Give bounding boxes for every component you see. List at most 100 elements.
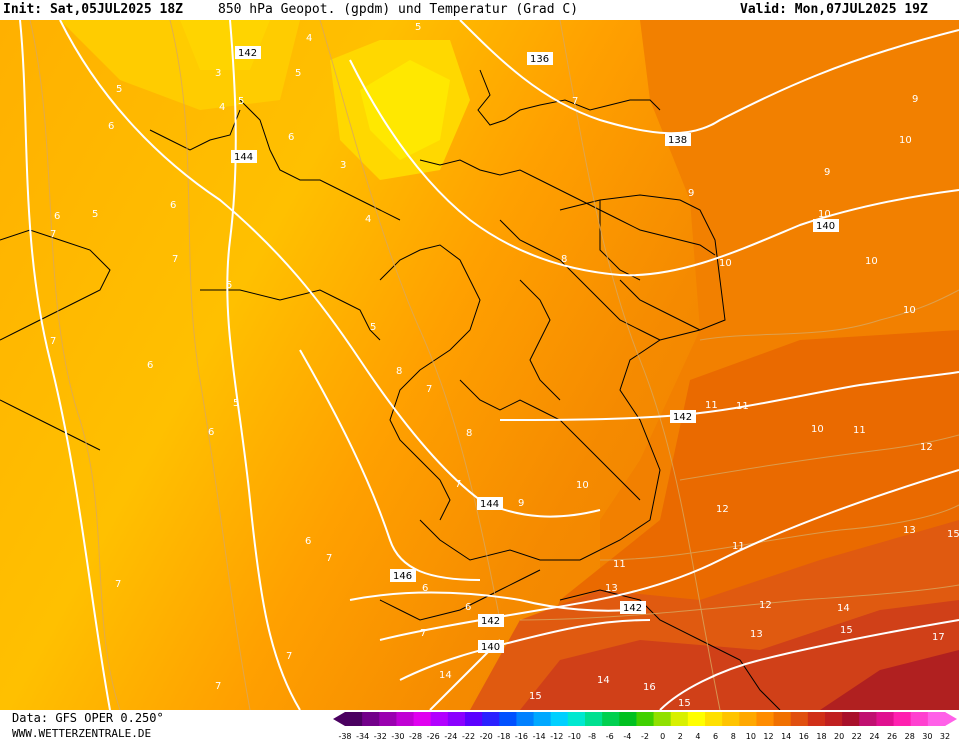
colorbar-tick-label: -24 <box>444 732 457 741</box>
temp-label: 5 <box>295 68 301 79</box>
svg-text:138: 138 <box>668 135 687 146</box>
colorbar-swatch <box>739 712 757 726</box>
colorbar-arrow-left <box>333 712 345 726</box>
temp-label: 9 <box>824 167 830 178</box>
website-credit: WWW.WETTERZENTRALE.DE <box>12 727 152 740</box>
colorbar-swatch <box>859 712 877 726</box>
colorbar-swatch <box>602 712 620 726</box>
temp-label: 10 <box>865 256 878 267</box>
colorbar-swatch <box>533 712 552 726</box>
temp-label: 5 <box>238 96 244 107</box>
chart-title: 850 hPa Geopot. (gpdm) und Temperatur (G… <box>218 2 579 17</box>
temp-label: 6 <box>170 200 176 211</box>
temp-label: 5 <box>415 22 421 33</box>
temp-label: 9 <box>912 94 918 105</box>
temp-label: 15 <box>529 691 542 702</box>
svg-text:142: 142 <box>623 603 642 614</box>
colorbar-tick-label: 10 <box>746 732 756 741</box>
temp-label: 7 <box>50 229 56 240</box>
colorbar-tick-label: -28 <box>409 732 422 741</box>
colorbar-tick-label: -18 <box>497 732 510 741</box>
colorbar-tick-label: -14 <box>533 732 546 741</box>
temp-label: 17 <box>932 632 945 643</box>
colorbar-tick-label: 12 <box>763 732 773 741</box>
temp-label: 6 <box>147 360 153 371</box>
colorbar-tick-label: 28 <box>905 732 915 741</box>
temp-label: 7 <box>172 254 178 265</box>
svg-text:144: 144 <box>480 499 499 510</box>
temp-label: 7 <box>455 479 461 490</box>
temp-label: 8 <box>466 428 472 439</box>
temp-label: 8 <box>396 366 402 377</box>
colorbar-swatch <box>379 712 397 726</box>
colorbar-tick-label: 8 <box>731 732 736 741</box>
colorbar-swatch <box>705 712 723 726</box>
temp-label: 5 <box>233 398 239 409</box>
temp-label: 7 <box>326 553 332 564</box>
temperature-isolines <box>29 20 959 710</box>
temp-label: 6 <box>208 427 214 438</box>
colorbar-tick-label: -26 <box>427 732 440 741</box>
svg-text:136: 136 <box>530 54 549 65</box>
geopot-label: 144 <box>477 497 503 510</box>
temp-label: 6 <box>108 121 114 132</box>
geopot-label: 140 <box>478 640 504 653</box>
svg-text:146: 146 <box>393 571 412 582</box>
colorbar-tick-label: -20 <box>480 732 493 741</box>
geopot-label: 136 <box>527 52 553 65</box>
temp-label: 11 <box>736 401 749 412</box>
geopotential-labels: 142 144 136 138 140 142 144 146 142 142 … <box>231 46 839 653</box>
colorbar-tick-label: 0 <box>660 732 665 741</box>
colorbar-swatch <box>807 712 826 726</box>
colorbar-swatch <box>773 712 792 726</box>
colorbar-swatch <box>790 712 809 726</box>
temp-label: 13 <box>903 525 916 536</box>
colorbar-tick-label: 18 <box>816 732 826 741</box>
colorbar-swatch <box>447 712 466 726</box>
temp-label: 15 <box>840 625 853 636</box>
colorbar-tick-label: -12 <box>550 732 563 741</box>
colorbar-swatch <box>670 712 689 726</box>
colorbar-swatch <box>687 712 706 726</box>
svg-text:140: 140 <box>481 642 500 653</box>
colorbar-arrow-right <box>945 712 957 726</box>
colorbar-swatch <box>756 712 775 726</box>
colorbar-swatch <box>636 712 655 726</box>
temp-label: 7 <box>572 96 578 107</box>
colorbar-tick-label: -22 <box>462 732 475 741</box>
colorbar-tick-label: 2 <box>678 732 683 741</box>
temp-label: 12 <box>920 442 933 453</box>
colorbar-swatch <box>567 712 586 726</box>
temp-label: 10 <box>903 305 916 316</box>
geopot-label: 138 <box>665 133 691 146</box>
temp-label: 7 <box>426 384 432 395</box>
colorbar-tick-label: -30 <box>391 732 404 741</box>
temp-label: 10 <box>576 480 589 491</box>
colorbar-swatch <box>345 712 363 726</box>
colorbar-tick-label: 4 <box>695 732 700 741</box>
colorbar-tick-label: 6 <box>713 732 718 741</box>
temp-label: 9 <box>688 188 694 199</box>
temp-label: 7 <box>115 579 121 590</box>
colorbar-swatch <box>722 712 740 726</box>
temp-label: 10 <box>899 135 912 146</box>
temp-label: 6 <box>422 583 428 594</box>
init-time: Init: Sat,05JUL2025 18Z <box>3 2 184 17</box>
warm-zone-18 <box>820 650 959 710</box>
colorbar-swatch <box>927 712 946 726</box>
colorbar-tick-label: -6 <box>606 732 614 741</box>
geopot-label: 144 <box>231 150 257 163</box>
temp-label: 5 <box>370 322 376 333</box>
temp-label: 15 <box>678 698 691 709</box>
svg-text:144: 144 <box>234 152 253 163</box>
temp-label: 11 <box>853 425 866 436</box>
temp-label: 14 <box>837 603 850 614</box>
data-source: Data: GFS OPER 0.250° <box>12 711 164 725</box>
valid-time: Valid: Mon,07JUL2025 19Z <box>740 2 928 17</box>
colorbar-swatch <box>825 712 843 726</box>
temp-label: 10 <box>719 258 732 269</box>
svg-text:142: 142 <box>673 412 692 423</box>
colorbar-swatch <box>499 712 517 726</box>
temp-label: 12 <box>716 504 729 515</box>
temperature-colorbar: -38 -34 -32 -30 -28 -26 -24 -22 -20 -18 -16 -14 -12-… <box>333 712 957 741</box>
